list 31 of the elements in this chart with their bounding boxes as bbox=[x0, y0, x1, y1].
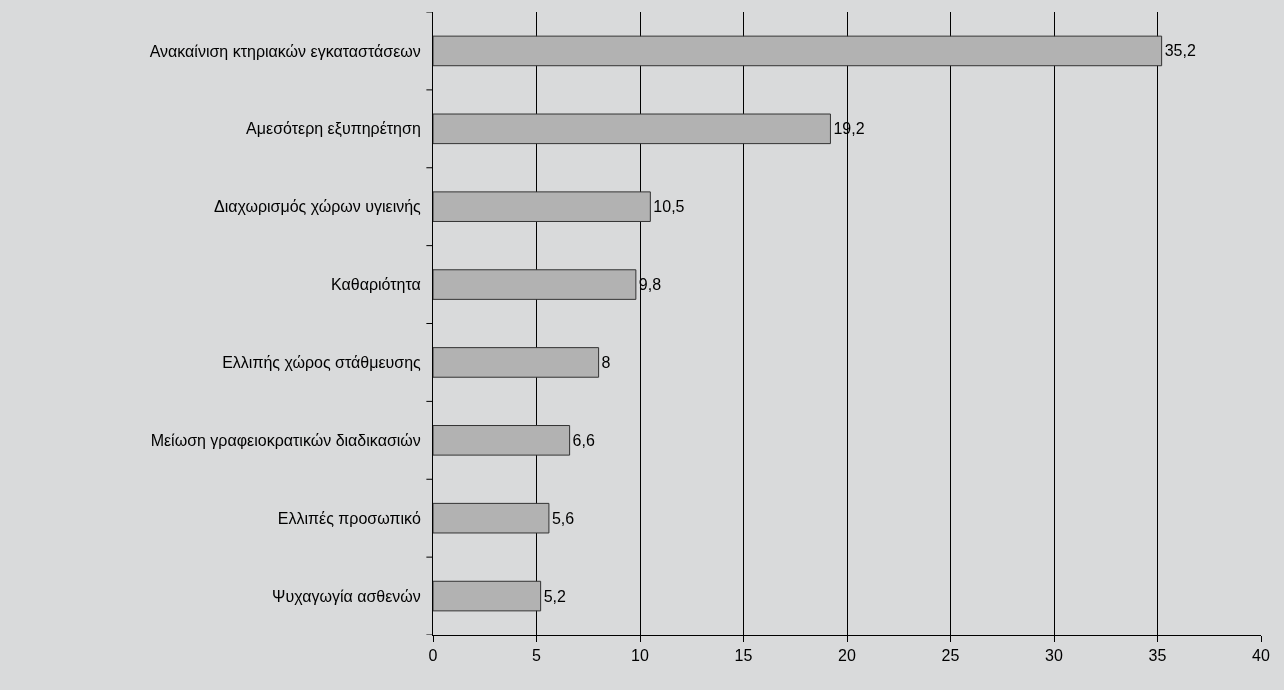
y-tick-label: Διαχωρισμός χώρων υγιεινής bbox=[213, 198, 422, 216]
bar bbox=[433, 191, 651, 222]
bar bbox=[433, 269, 637, 300]
data-label: 5,2 bbox=[543, 587, 566, 605]
x-tick-label: 20 bbox=[838, 647, 856, 665]
x-tick-label: 5 bbox=[532, 647, 542, 665]
data-label: 35,2 bbox=[1164, 42, 1196, 60]
x-tick-label: 35 bbox=[1148, 647, 1167, 665]
x-tick-label: 0 bbox=[428, 647, 438, 665]
y-tick-label: Ελλιπής χώρος στάθμευσης bbox=[222, 354, 422, 372]
x-tick-label: 10 bbox=[631, 647, 649, 665]
y-tick-label: Ελλιπές προσωπικό bbox=[277, 509, 421, 527]
x-tick-label: 15 bbox=[734, 647, 753, 665]
x-tick-label: 40 bbox=[1252, 647, 1270, 665]
bar bbox=[433, 347, 600, 378]
bar bbox=[433, 425, 571, 456]
x-tick-label: 30 bbox=[1045, 647, 1063, 665]
bar bbox=[433, 35, 1163, 67]
data-label: 6,6 bbox=[572, 431, 595, 449]
y-tick-label: Ανακαίνιση κτηριακών εγκαταστάσεων bbox=[149, 42, 421, 60]
bar bbox=[433, 502, 550, 534]
y-tick-label: Ψυχαγωγία ασθενών bbox=[272, 587, 421, 605]
x-tick-label: 25 bbox=[941, 647, 960, 665]
bar bbox=[433, 113, 831, 145]
data-label: 10,5 bbox=[653, 198, 685, 216]
y-tick-label: Μείωση γραφειοκρατικών διαδικασιών bbox=[150, 431, 421, 449]
y-tick-label: Καθαριότητα bbox=[331, 276, 421, 294]
y-tick-label: Αμεσότερη εξυπηρέτηση bbox=[246, 120, 421, 139]
bar bbox=[433, 580, 542, 612]
data-label: 5,6 bbox=[551, 509, 575, 527]
data-label: 8 bbox=[601, 353, 611, 371]
